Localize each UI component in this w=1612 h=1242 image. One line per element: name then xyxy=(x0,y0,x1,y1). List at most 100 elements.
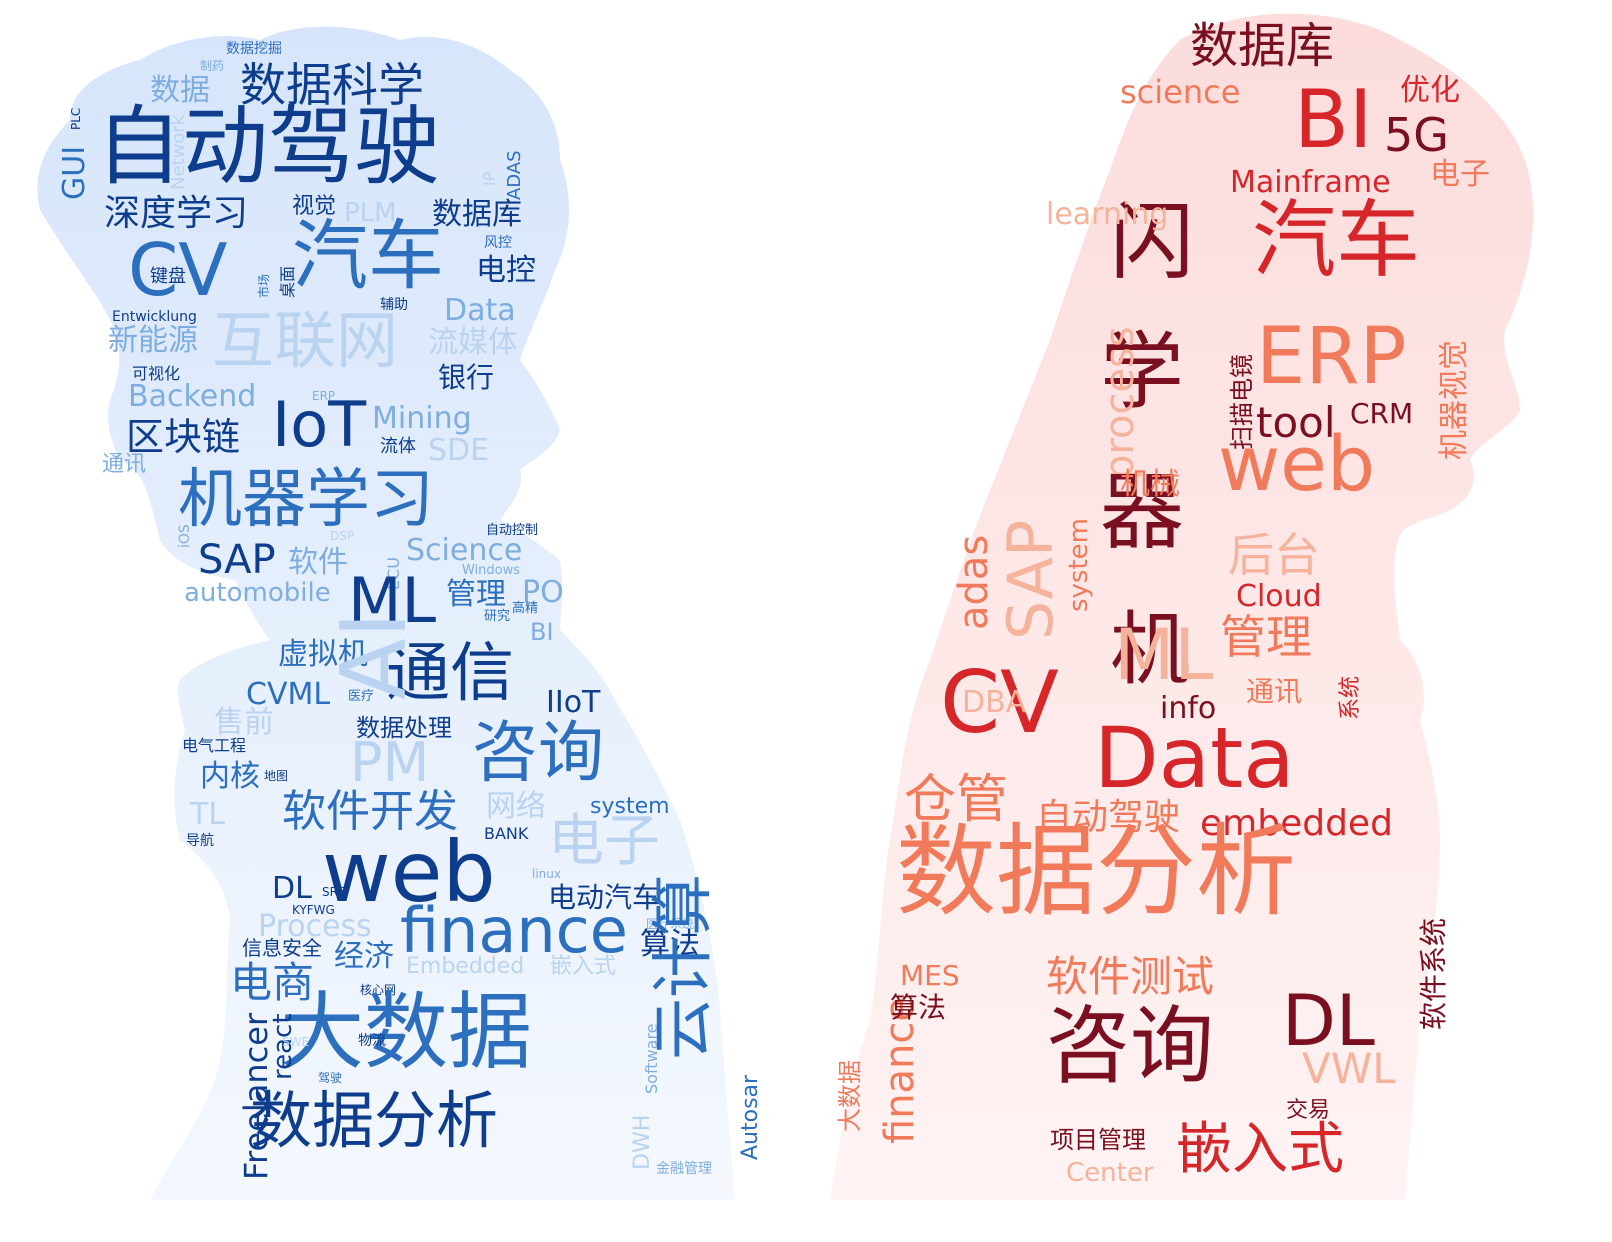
male-cloud-word: 机器学习 xyxy=(178,463,434,537)
male-cloud-word: 市场 xyxy=(257,273,271,298)
female-silhouette xyxy=(830,13,1534,1200)
male-cloud-word: BANK xyxy=(484,824,529,843)
female-cloud-word: 自动驾驶 xyxy=(1036,797,1181,838)
male-cloud-word: 键盘 xyxy=(150,266,186,287)
male-cloud-word: 地图 xyxy=(264,769,289,783)
male-cloud-word: DWH xyxy=(630,1114,655,1170)
male-cloud-word: SWE xyxy=(282,1035,310,1049)
male-cloud-word: 咨询 xyxy=(472,714,604,791)
male-cloud-word: 云计算 xyxy=(646,873,719,1060)
male-cloud-word: 信息安全 xyxy=(242,936,322,960)
male-cloud-word: 流媒体 xyxy=(428,325,518,360)
female-cloud-word: 软件测试 xyxy=(1046,952,1215,1001)
male-cloud-word: GUI xyxy=(57,145,92,200)
male-cloud-word: 高精 xyxy=(512,601,539,616)
male-cloud-word: Process xyxy=(258,909,372,944)
female-cloud-word: CRM xyxy=(1350,397,1414,430)
male-cloud-word: PO xyxy=(522,575,564,610)
female-cloud-word: DL xyxy=(1282,980,1375,1062)
female-cloud-word: science xyxy=(1120,73,1241,111)
male-cloud-word: 虚拟机 xyxy=(278,637,368,672)
female-cloud-word: Data xyxy=(1094,709,1295,807)
male-cloud-word: system xyxy=(590,794,670,819)
female-cloud-word: DBA xyxy=(962,685,1027,720)
male-cloud-word: 区块链 xyxy=(126,415,241,459)
male-cloud-word: Entwicklung xyxy=(112,309,197,325)
male-cloud-word: 算法 xyxy=(640,927,700,962)
male-cloud-word: 驾驶 xyxy=(318,1071,343,1085)
male-cloud-word: 研究 xyxy=(484,609,511,624)
male-cloud-word: 医疗系统 xyxy=(646,917,695,931)
female-cloud-word: info xyxy=(1160,691,1217,726)
male-cloud-word: IP xyxy=(480,171,499,186)
male-cloud-word: 自动控制 xyxy=(486,523,539,538)
female-cloud-word: 后台 xyxy=(1228,528,1320,582)
female-cloud-word: BI xyxy=(1294,73,1373,166)
female-cloud-word: 数据分析 xyxy=(896,813,1296,930)
male-cloud-word: 核心网 xyxy=(360,983,397,997)
male-cloud-word: 可视化 xyxy=(132,364,181,383)
male-cloud-word: 自动驾驶 xyxy=(96,97,440,197)
female-cloud-word: 通讯 xyxy=(1246,675,1303,708)
female-cloud-word: 算法 xyxy=(890,991,947,1024)
male-cloud-word: 大数据 xyxy=(280,983,533,1081)
male-cloud-word: BI xyxy=(530,618,554,646)
female-cloud-word: 软件系统 xyxy=(1417,917,1450,1030)
male-cloud-word: PM xyxy=(350,731,430,794)
male-cloud-word: Embedded xyxy=(406,954,525,979)
male-cloud-word: 流体 xyxy=(380,436,416,457)
male-cloud-word: 银行 xyxy=(438,361,495,394)
female-cloud-word: 管理 xyxy=(1220,610,1312,664)
male-cloud-word: 电子 xyxy=(548,809,660,874)
male-cloud-word: 数据科学 xyxy=(240,58,424,112)
female-cloud-word: 咨询 xyxy=(1046,997,1215,1095)
male-cloud-word: ADAS xyxy=(504,150,525,200)
male-cloud-word: SRE xyxy=(322,885,346,899)
male-cloud-word: Autosar xyxy=(738,1074,763,1160)
female-cloud-word: 器 xyxy=(1100,463,1185,561)
female-cloud-word: tool xyxy=(1256,398,1336,447)
female-cloud-word: 优化 xyxy=(1400,73,1460,108)
male-cloud-word: 软件开发 xyxy=(282,786,458,837)
male-cloud-word: Windows xyxy=(462,563,521,578)
male-cloud-word: 电动汽车 xyxy=(548,881,661,914)
male-cloud-word: Data xyxy=(444,293,516,328)
female-cloud-word: 仓管 xyxy=(904,770,1009,830)
male-cloud-word: Mining xyxy=(372,401,472,436)
female-cloud-word: 机器视觉 xyxy=(1437,340,1472,460)
female-cloud-word: Mainframe xyxy=(1230,165,1391,200)
female-cloud-word: 系统 xyxy=(1338,675,1363,720)
female-cloud-word: ERP xyxy=(1256,312,1407,402)
male-cloud-word: 医疗 xyxy=(348,689,375,704)
male-cloud-word: TL xyxy=(190,797,226,832)
male-cloud-word: 制药 xyxy=(200,59,225,73)
male-cloud-word: 数据处理 xyxy=(356,714,452,742)
male-cloud-word: Software xyxy=(642,1023,661,1094)
female-cloud-word: 机 xyxy=(1110,603,1190,696)
male-cloud-word: 数据库 xyxy=(432,197,522,232)
male-cloud-word: 软件 xyxy=(288,545,348,580)
female-cloud-word: web xyxy=(1218,419,1376,508)
male-cloud-word: SAP xyxy=(198,537,276,583)
male-cloud-word: PLM xyxy=(344,198,397,228)
female-cloud-word: 项目管理 xyxy=(1050,1126,1146,1154)
male-cloud-word: Network xyxy=(168,114,189,190)
female-cloud-word: 机械 xyxy=(1120,467,1180,502)
male-cloud-word: 内核 xyxy=(200,759,260,794)
male-cloud-word: linux xyxy=(532,867,561,881)
male-cloud-word: IIoT xyxy=(546,685,601,720)
male-cloud-word: 网络 xyxy=(486,789,546,824)
male-cloud-word: AI xyxy=(322,611,427,700)
female-cloud-word: adas xyxy=(951,534,997,630)
male-cloud-word: 物流 xyxy=(358,1033,386,1049)
female-cloud-word: VWL xyxy=(1302,1044,1396,1093)
female-cloud-word: 电子 xyxy=(1430,157,1490,192)
male-cloud-word: CVML xyxy=(246,677,331,712)
male-cloud-word: Backend xyxy=(128,379,257,414)
male-cloud-word: DSP xyxy=(330,529,355,543)
female-cloud-word: 数据库 xyxy=(1190,18,1335,74)
male-cloud-word: 通讯 xyxy=(102,452,147,477)
male-cloud-word: 经济 xyxy=(334,939,394,974)
male-cloud-word: 新能源 xyxy=(108,323,198,358)
male-cloud-word: 数据分析 xyxy=(250,1084,499,1157)
